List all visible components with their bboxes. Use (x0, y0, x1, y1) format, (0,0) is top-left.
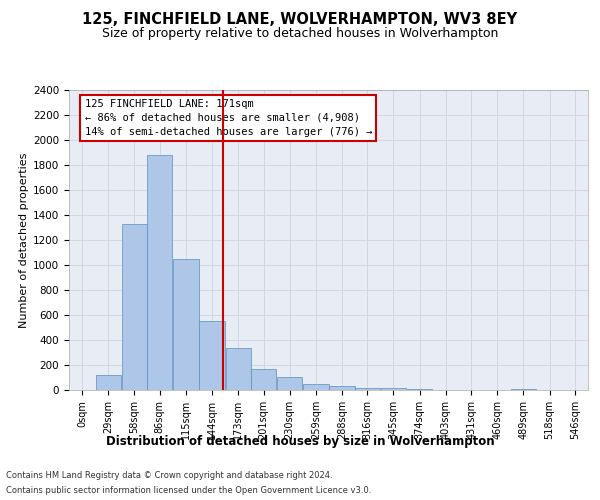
Text: Size of property relative to detached houses in Wolverhampton: Size of property relative to detached ho… (102, 28, 498, 40)
Bar (511, 389, 536, 390)
Bar (303, 384, 329, 390)
Y-axis label: Number of detached properties: Number of detached properties (19, 152, 29, 328)
Text: 125, FINCHFIELD LANE, WOLVERHAMPTON, WV3 8EY: 125, FINCHFIELD LANE, WOLVERHAMPTON, WV3… (82, 12, 518, 28)
Bar (95, 375, 121, 390)
Text: Contains public sector information licensed under the Open Government Licence v3: Contains public sector information licen… (6, 486, 371, 495)
Bar (381, 388, 406, 390)
Bar (251, 370, 276, 390)
Bar (173, 259, 199, 390)
Bar (199, 322, 225, 390)
Bar (277, 377, 302, 390)
Text: Contains HM Land Registry data © Crown copyright and database right 2024.: Contains HM Land Registry data © Crown c… (6, 471, 332, 480)
Bar (355, 388, 380, 390)
Bar (122, 224, 147, 390)
Bar (147, 155, 172, 390)
Text: Distribution of detached houses by size in Wolverhampton: Distribution of detached houses by size … (106, 435, 494, 448)
Bar (407, 389, 433, 390)
Bar (226, 348, 251, 390)
Text: 125 FINCHFIELD LANE: 171sqm
← 86% of detached houses are smaller (4,908)
14% of : 125 FINCHFIELD LANE: 171sqm ← 86% of det… (85, 99, 372, 137)
Bar (329, 386, 355, 390)
